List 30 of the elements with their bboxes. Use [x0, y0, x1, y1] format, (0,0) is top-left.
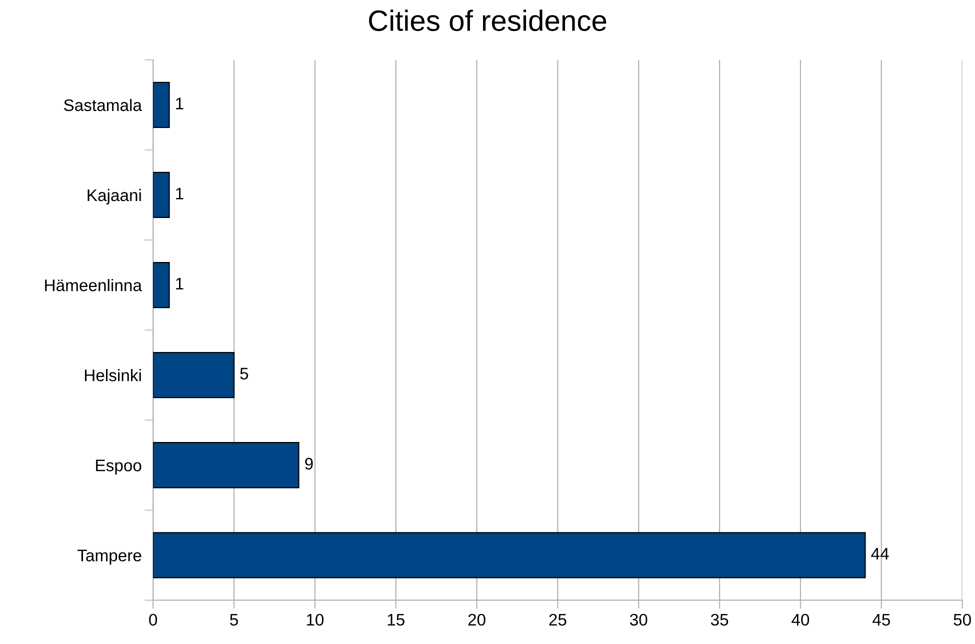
x-tick-label: 30: [630, 614, 648, 626]
y-tick-label: Kajaani: [88, 188, 141, 204]
data-label: 9: [305, 458, 313, 470]
data-label: 1: [176, 278, 184, 290]
bar: [153, 352, 235, 398]
bar: [153, 172, 170, 218]
x-tick-label: 35: [710, 614, 728, 626]
bar: [153, 442, 300, 488]
x-tick-label: 40: [792, 614, 810, 626]
x-tick-label: 45: [872, 614, 890, 626]
bar: [153, 82, 170, 128]
bar: [153, 262, 170, 308]
x-tick-label: 50: [954, 614, 971, 626]
x-tick-label: 25: [549, 614, 566, 626]
x-tick-label: 10: [306, 614, 324, 626]
x-tick-label: 0: [149, 614, 158, 626]
y-tick-label: Espoo: [96, 460, 142, 475]
data-label: 44: [871, 548, 889, 560]
y-tick-label: Hämeenlinna: [45, 278, 142, 292]
x-tick-label: 5: [230, 614, 238, 626]
x-tick-label: 20: [468, 614, 486, 626]
data-label: 1: [176, 98, 184, 110]
y-tick-label: Tampere: [78, 550, 142, 565]
data-label: 1: [176, 188, 184, 200]
y-tick-label: Sastamala: [64, 98, 142, 112]
y-tick-label: Helsinki: [84, 369, 141, 382]
data-label: 5: [240, 368, 248, 380]
x-tick-label: 15: [388, 614, 404, 626]
chart-title: Cities of residence: [369, 10, 606, 32]
bar: [153, 532, 866, 578]
